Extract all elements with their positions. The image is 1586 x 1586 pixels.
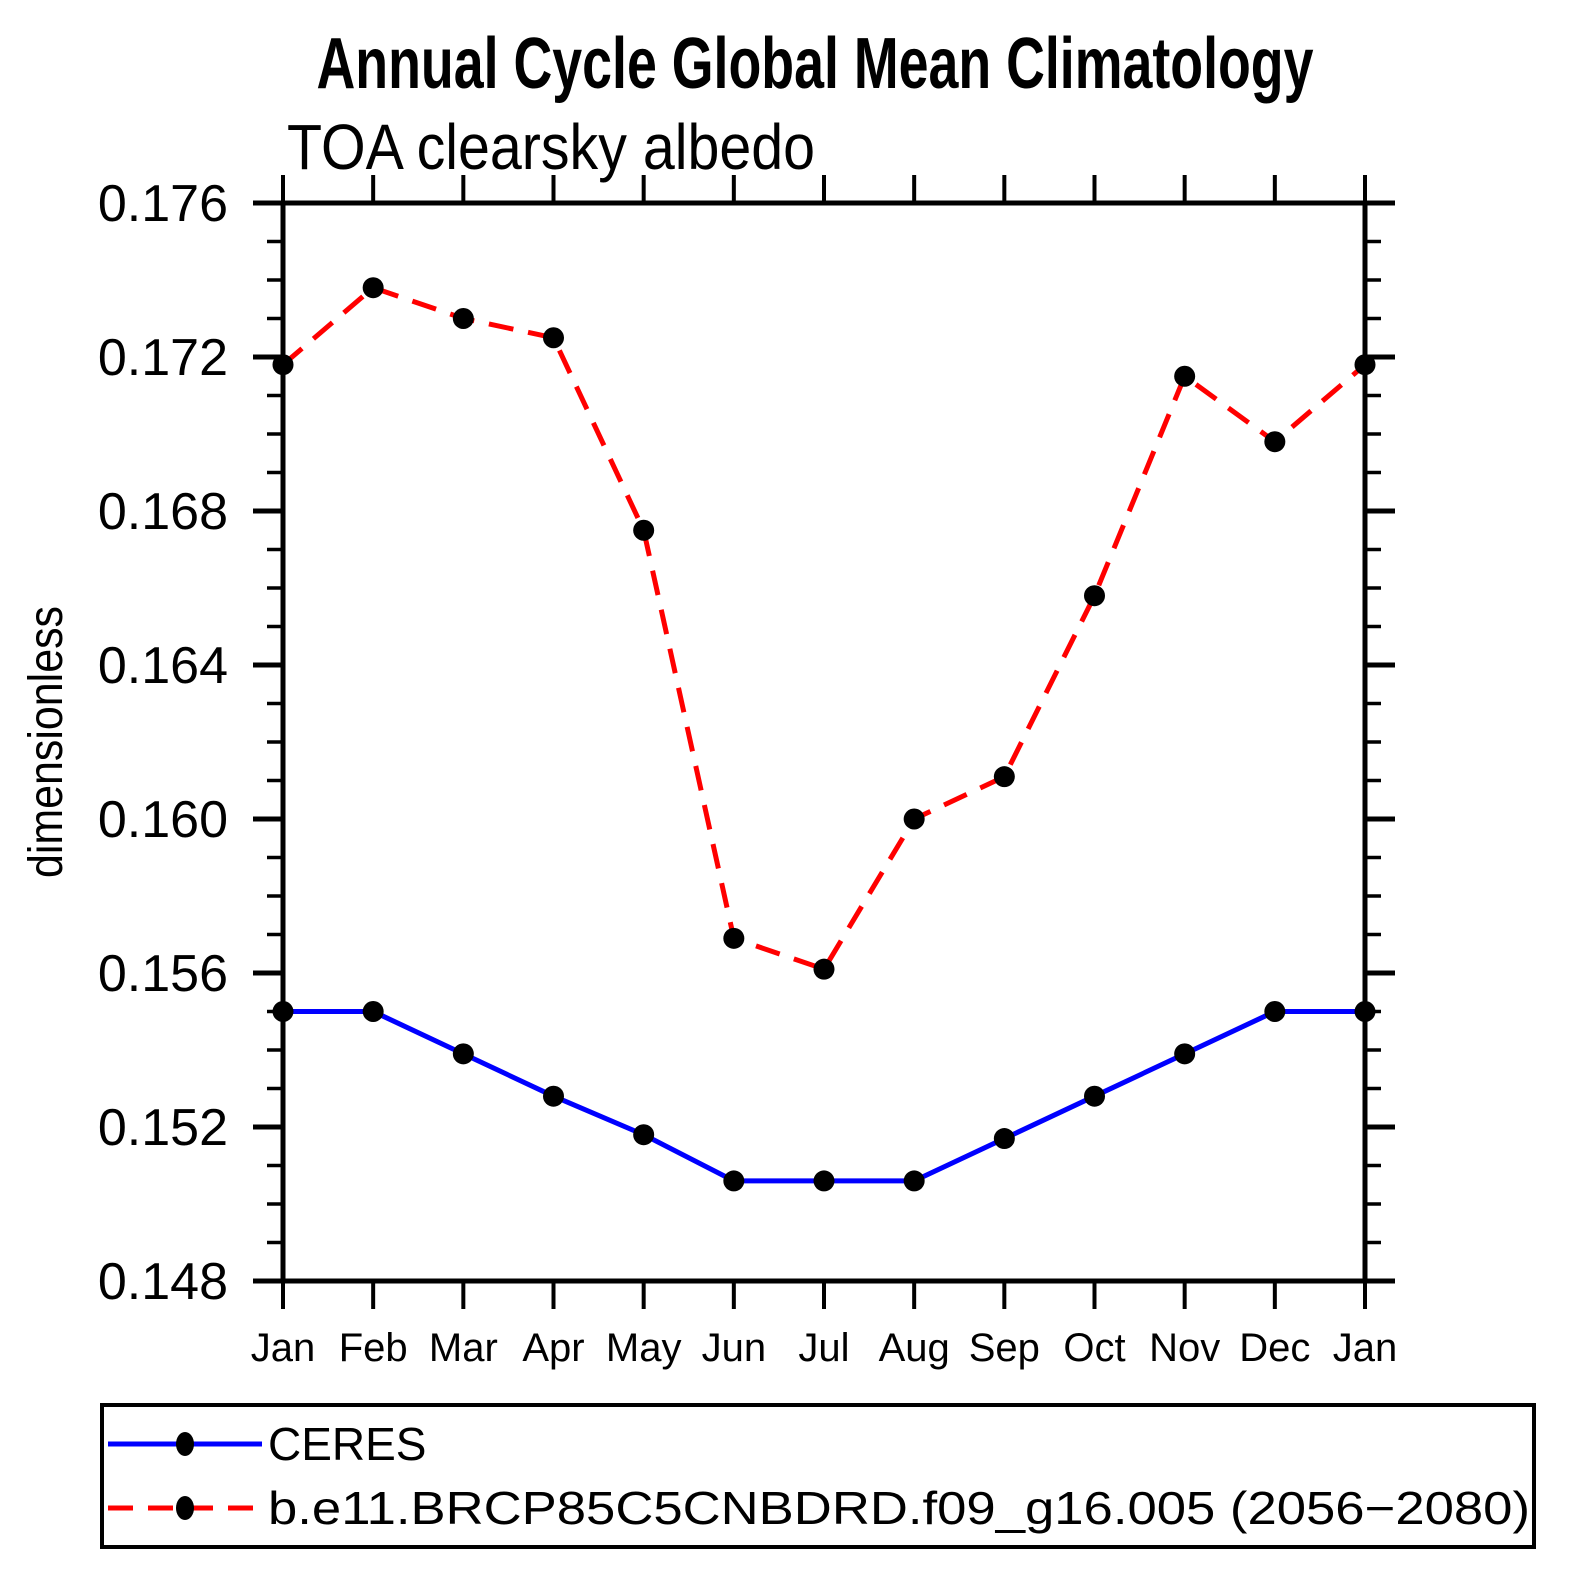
x-tick-label: Jan xyxy=(251,1326,316,1370)
x-tick-label: Jan xyxy=(1333,1326,1398,1370)
series-line-ceres xyxy=(283,1009,1365,1184)
data-point-marker xyxy=(543,1085,564,1107)
data-point-marker xyxy=(723,927,745,949)
data-point-marker xyxy=(452,308,474,329)
data-point-marker xyxy=(993,766,1015,788)
legend-entry-model: b.e11.BRCP85C5CNBDRD.f09_g16.005 (2056−2… xyxy=(108,1482,1530,1534)
legend-label-model: b.e11.BRCP85C5CNBDRD.f09_g16.005 (2056−2… xyxy=(268,1482,1530,1534)
x-tick-label: Feb xyxy=(339,1326,408,1370)
data-point-marker xyxy=(903,1170,925,1192)
chart-subtitle: TOA clearsky albedo xyxy=(287,111,815,183)
x-tick-label: May xyxy=(606,1326,682,1370)
y-axis-title: dimensionless xyxy=(20,606,73,878)
data-point-marker xyxy=(903,808,925,830)
data-point-marker xyxy=(993,1128,1015,1150)
data-point-marker xyxy=(272,354,294,376)
legend-entry-ceres: CERES xyxy=(108,1418,426,1470)
plot-area: 0.148 0.152 0.156 0.160 0.164 0.168 0.172 0.176… xyxy=(98,175,1397,1370)
data-point-marker xyxy=(1084,1085,1105,1107)
x-tick-label: Mar xyxy=(429,1326,498,1370)
plot-frame xyxy=(280,200,1368,1284)
y-tick-label: 0.172 xyxy=(98,329,228,387)
data-point-marker xyxy=(1354,354,1376,376)
x-tick-label: Sep xyxy=(969,1326,1040,1370)
x-tick-label: Jun xyxy=(702,1326,767,1370)
legend-label-ceres: CERES xyxy=(268,1418,426,1470)
data-point-marker xyxy=(723,1170,745,1192)
y-tick-label: 0.160 xyxy=(98,791,228,849)
x-tick-label: Dec xyxy=(1239,1326,1310,1370)
data-point-marker xyxy=(1174,1043,1196,1065)
data-point-marker xyxy=(1264,1001,1286,1022)
data-point-marker xyxy=(362,277,384,299)
data-point-marker xyxy=(272,1001,294,1022)
legend-marker-dot xyxy=(176,1432,194,1456)
data-point-marker xyxy=(813,1170,835,1192)
data-point-marker xyxy=(543,327,564,349)
y-tick-label: 0.176 xyxy=(98,175,228,233)
data-point-marker xyxy=(1264,431,1286,453)
chart-title: Annual Cycle Global Mean Climatology xyxy=(317,24,1314,104)
y-tick-label: 0.156 xyxy=(98,945,228,1003)
data-point-marker xyxy=(813,958,835,980)
x-tick-label: Jul xyxy=(798,1326,849,1370)
y-tick-label: 0.168 xyxy=(98,483,228,541)
legend: CERES b.e11.BRCP85C5CNBDRD.f09_g16.005 (… xyxy=(100,1403,1536,1549)
x-tick-label: Apr xyxy=(522,1326,584,1370)
y-tick-label: 0.148 xyxy=(98,1253,228,1311)
data-point-marker xyxy=(1354,1001,1376,1022)
data-point-marker xyxy=(1084,585,1105,607)
legend-marker-dot xyxy=(176,1496,194,1520)
data-point-marker xyxy=(452,1043,474,1065)
x-tick-label: Nov xyxy=(1149,1326,1220,1370)
data-point-marker xyxy=(633,519,655,541)
series-line-model xyxy=(281,284,1367,973)
x-tick-label: Aug xyxy=(879,1326,950,1370)
data-point-marker xyxy=(633,1124,655,1146)
legend-box xyxy=(100,1403,1536,1549)
data-point-marker xyxy=(1174,365,1196,387)
data-point-marker xyxy=(362,1001,384,1022)
y-tick-label: 0.164 xyxy=(98,637,228,695)
y-tick-label: 0.152 xyxy=(98,1099,228,1157)
x-tick-label: Oct xyxy=(1063,1326,1125,1370)
